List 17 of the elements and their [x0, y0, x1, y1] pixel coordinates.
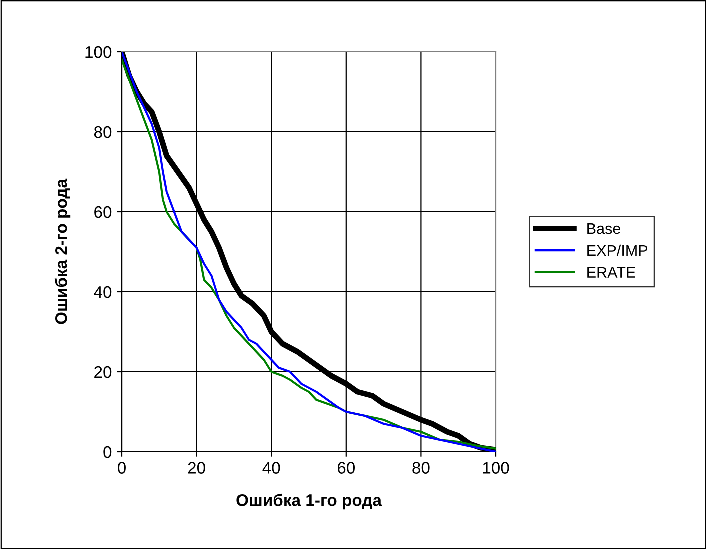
x-tick-label: 20	[188, 462, 206, 474]
x-tick-label: 0	[118, 462, 126, 474]
x-tick-label: 60	[338, 462, 356, 474]
legend-label: ERATE	[588, 267, 636, 278]
legend-label: EXP/IMP	[588, 244, 648, 256]
y-tick-label: 20	[94, 366, 112, 378]
x-tick-label: 40	[262, 462, 280, 474]
y-tick-label: 0	[104, 446, 112, 458]
x-tick-label: 100	[483, 462, 510, 474]
y-axis-title: Ошибка 2-го рода	[54, 178, 71, 324]
y-tick-label: 60	[94, 206, 112, 218]
y-tick-label: 80	[94, 126, 112, 138]
y-tick-label: 100	[86, 46, 112, 58]
legend-label: Base	[588, 224, 620, 234]
y-tick-label: 40	[94, 286, 112, 298]
x-axis-title: Ошибка 1-го рода	[236, 494, 382, 510]
x-tick-label: 80	[412, 462, 430, 474]
